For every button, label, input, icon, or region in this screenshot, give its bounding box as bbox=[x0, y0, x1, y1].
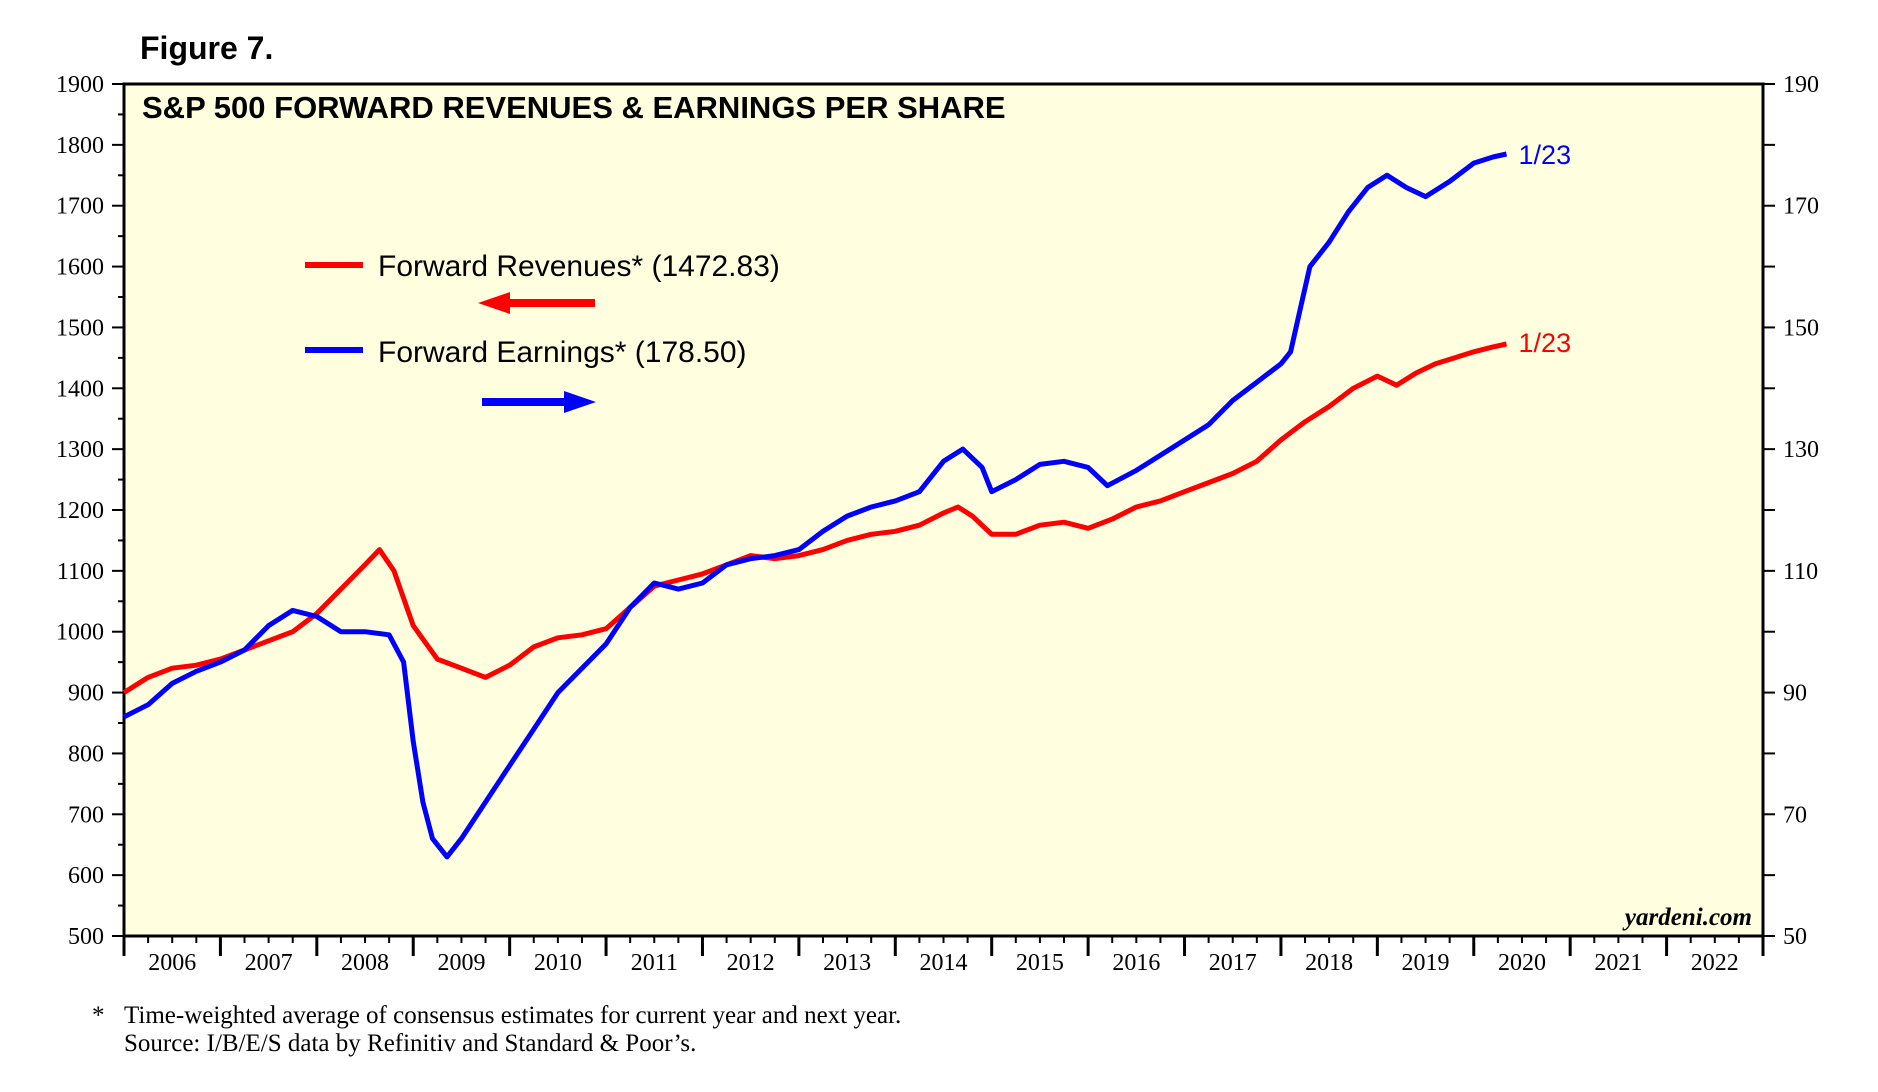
x-tick-label: 2022 bbox=[1691, 950, 1739, 976]
footnote-line-2: Source: I/B/E/S data by Refinitiv and St… bbox=[124, 1030, 697, 1057]
x-tick-label: 2020 bbox=[1498, 950, 1546, 976]
x-tick-label: 2011 bbox=[631, 950, 678, 976]
left-tick-label: 700 bbox=[68, 802, 104, 828]
left-axis: 500 600 700 800 900 1000 1100 1200 1300 1400 1500 1… bbox=[56, 72, 124, 950]
right-tick-label: 110 bbox=[1783, 559, 1818, 585]
left-tick-label: 500 bbox=[68, 924, 104, 950]
x-tick-label: 2016 bbox=[1112, 950, 1160, 976]
x-tick-label: 2017 bbox=[1209, 950, 1257, 976]
x-tick-label: 2021 bbox=[1594, 950, 1642, 976]
figure-label: Figure 7. bbox=[140, 30, 274, 66]
arrow-right-icon bbox=[482, 391, 596, 413]
left-tick-label: 1800 bbox=[56, 133, 104, 159]
right-tick-label: 70 bbox=[1783, 802, 1807, 828]
legend-label-revenues: Forward Revenues* (1472.83) bbox=[378, 250, 780, 283]
arrow-left-icon bbox=[478, 292, 595, 314]
right-tick-label: 170 bbox=[1783, 194, 1819, 220]
plot-area bbox=[124, 84, 1763, 936]
footnote-marker: * bbox=[92, 1002, 105, 1029]
x-tick-label: 2009 bbox=[437, 950, 485, 976]
plot-frame bbox=[122, 82, 1765, 938]
footnote-line-1: Time-weighted average of consensus estim… bbox=[124, 1002, 902, 1029]
footnote: * Time-weighted average of consensus est… bbox=[92, 1002, 901, 1058]
right-tick-label: 150 bbox=[1783, 315, 1819, 341]
left-tick-label: 1400 bbox=[56, 376, 104, 402]
series-line-forward-earnings bbox=[122, 151, 1508, 860]
x-tick-label: 2015 bbox=[1016, 950, 1064, 976]
right-tick-label: 50 bbox=[1783, 924, 1807, 950]
x-tick-label: 2008 bbox=[341, 950, 389, 976]
right-tick-label: 90 bbox=[1783, 681, 1807, 707]
x-tick-label: 2007 bbox=[245, 950, 293, 976]
left-tick-label: 600 bbox=[68, 863, 104, 889]
x-tick-label: 2018 bbox=[1305, 950, 1353, 976]
chart-title: S&P 500 FORWARD REVENUES & EARNINGS PER … bbox=[142, 90, 1006, 125]
right-axis: 50 70 90 110 130 150 170 190 bbox=[1763, 72, 1819, 950]
legend-label-earnings: Forward Earnings* (178.50) bbox=[378, 336, 747, 369]
x-axis: 2006 2007 2008 2009 2010 2011 2012 2013 2014 2015… bbox=[122, 936, 1765, 976]
end-label-revenues: 1/23 bbox=[1519, 328, 1572, 358]
right-tick-label: 130 bbox=[1783, 437, 1819, 463]
chart: 500 600 700 800 900 1000 1100 1200 1300 1400 1500 1… bbox=[56, 72, 1819, 976]
x-tick-label: 2014 bbox=[920, 950, 968, 976]
left-tick-label: 900 bbox=[68, 681, 104, 707]
series-line-forward-revenues bbox=[122, 341, 1508, 695]
left-tick-label: 1300 bbox=[56, 437, 104, 463]
right-tick-label: 190 bbox=[1783, 72, 1819, 98]
left-tick-label: 1200 bbox=[56, 498, 104, 524]
x-tick-label: 2019 bbox=[1402, 950, 1450, 976]
left-tick-label: 1000 bbox=[56, 620, 104, 646]
x-tick-label: 2013 bbox=[823, 950, 871, 976]
left-tick-label: 800 bbox=[68, 741, 104, 767]
x-tick-label: 2012 bbox=[727, 950, 775, 976]
end-label-earnings: 1/23 bbox=[1519, 140, 1572, 170]
watermark: yardeni.com bbox=[1622, 904, 1752, 931]
left-tick-label: 1500 bbox=[56, 315, 104, 341]
x-tick-label: 2006 bbox=[148, 950, 196, 976]
x-tick-label: 2010 bbox=[534, 950, 582, 976]
left-tick-label: 1600 bbox=[56, 255, 104, 281]
left-tick-label: 1100 bbox=[57, 559, 104, 585]
left-tick-label: 1700 bbox=[56, 194, 104, 220]
left-tick-label: 1900 bbox=[56, 72, 104, 98]
